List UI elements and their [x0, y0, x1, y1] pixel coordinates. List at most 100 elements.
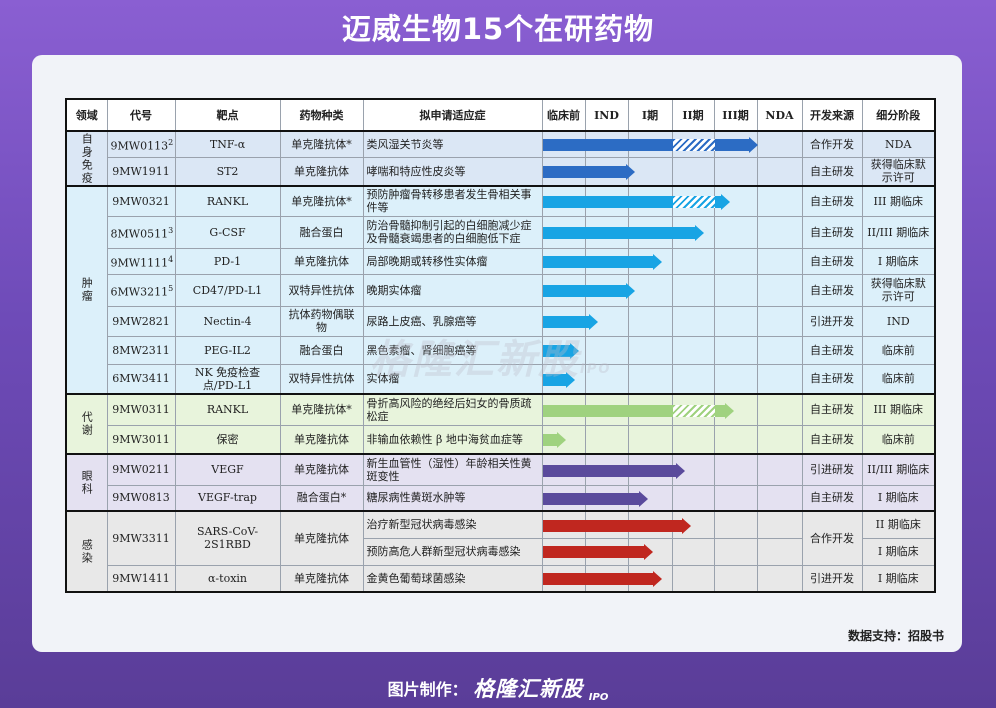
indication-cell: 类风湿关节炎等 [362, 130, 543, 158]
phase-lane [627, 185, 673, 217]
indication-cell: 糖尿病性黄斑水肿等 [362, 484, 543, 512]
phase-lane [541, 424, 586, 455]
header-cell: 靶点 [174, 98, 281, 132]
kind-cell: 单克隆抗体 [279, 247, 364, 275]
phase-lane [756, 185, 803, 217]
target-cell: Nectin-4 [174, 305, 281, 337]
indication-cell: 新生血管性（湿性）年龄相关性黄斑变性 [362, 453, 543, 486]
indication-cell: 骨折高风险的绝经后妇女的骨质疏松症 [362, 393, 543, 426]
phase-lane [671, 335, 715, 365]
footnote-mark: 4 [168, 254, 174, 264]
phase-lane [756, 130, 803, 158]
phase-lane [713, 363, 758, 395]
code-cell: 9MW0211 [106, 453, 176, 486]
drug-code: 8MW2311 [112, 343, 170, 357]
target-cell: RANKL [174, 393, 281, 426]
code-cell: 9MW0321 [106, 185, 176, 217]
phase-lane [584, 215, 629, 249]
data-source-note: 数据支持：招股书 [847, 629, 944, 643]
source-cell: 自主研发 [801, 363, 863, 395]
target-cell: α-toxin [174, 564, 281, 593]
source-cell: 自主研发 [801, 156, 863, 187]
phase-lane [671, 453, 715, 486]
phase-lane [541, 215, 704, 249]
footnote-mark: 2 [168, 137, 174, 147]
stage-cell: IND [861, 305, 936, 337]
kind-cell: 融合蛋白* [279, 484, 364, 512]
drug-code: 9MW1411 [112, 571, 170, 585]
phase-lane [671, 305, 715, 337]
target-cell: 保密 [174, 424, 281, 455]
table-row: 6MW3411 NK 免疫检查点/PD-L1 双特异性抗体 实体瘤 自主研发 临床前 [66, 363, 936, 395]
target-cell: G-CSF [174, 215, 281, 249]
phase-lane [713, 484, 758, 512]
phase-lane [584, 393, 629, 426]
stage-cell: 临床前 [861, 335, 936, 365]
source-cell: 合作开发 [801, 510, 863, 566]
kind-cell: 单克隆抗体* [279, 393, 364, 426]
target-cell: PEG-IL2 [174, 335, 281, 365]
phase-lane [671, 484, 715, 512]
domain-cell: 肿瘤 [65, 185, 108, 395]
code-cell: 9MW0813 [106, 484, 176, 512]
kind-cell: 融合蛋白 [279, 335, 364, 365]
table-row: 代谢 9MW0311 RANKL 单克隆抗体* 骨折高风险的绝经后妇女的骨质疏松症 自主研… [65, 393, 936, 455]
drug-code: 9MW0321 [112, 194, 170, 208]
stage-cell: II/III 期临床 [861, 215, 936, 249]
header-cell: 药物种类 [279, 98, 364, 132]
watermark-logo: 格隆汇新股IPO [370, 337, 612, 383]
phase-lane [584, 564, 629, 593]
phase-lane [713, 510, 758, 539]
phase-lane [756, 453, 803, 486]
table-row: 9MW0813 VEGF-trap 融合蛋白* 糖尿病性黄斑水肿等 自主研发 I 期临床 [66, 484, 936, 512]
kind-cell: 单克隆抗体 [279, 510, 364, 566]
phase-lane [713, 247, 758, 275]
brand-logo: 格隆汇新股 [473, 677, 584, 701]
phase-lane [584, 484, 629, 512]
kind-cell: 单克隆抗体 [279, 564, 364, 593]
phase-lane [713, 185, 758, 217]
phase-lane [541, 453, 686, 486]
table-row: 9MW3011 保密 单克隆抗体 非输血依赖性 β 地中海贫血症等 自主研发 临床前 [66, 424, 936, 455]
phase-lane [671, 424, 715, 455]
phase-lane [671, 185, 715, 217]
phase-lane [584, 510, 629, 539]
phase-lane [627, 424, 673, 455]
table-row: 感染 9MW3311 SARS-CoV-2S1RBD 单克隆抗体 治疗新型冠状病毒感染合… [65, 510, 936, 593]
source-cell: 引进开发 [801, 305, 863, 337]
phase-lane [713, 453, 758, 486]
phase-lane [671, 564, 715, 593]
phase-lane [756, 335, 803, 365]
phase-lane [627, 564, 673, 593]
phase-lane [627, 537, 673, 566]
phase-lane [584, 453, 629, 486]
stage-cell: 临床前 [861, 424, 936, 455]
code-cell: 9MW1911 [106, 156, 176, 187]
phase-lane [671, 537, 715, 566]
drug-code: 9MW0113 [110, 139, 169, 153]
stage-cell: 获得临床默示许可 [861, 273, 936, 307]
drug-code: 9MW1111 [110, 256, 169, 270]
phase-lane [671, 273, 715, 307]
phase-lane [713, 130, 758, 158]
source-cell: 自主研发 [801, 424, 863, 455]
code-cell: 9MW01132 [106, 130, 176, 158]
code-cell: 9MW0311 [106, 393, 176, 426]
source-cell: 自主研发 [801, 393, 863, 426]
phase-lane [713, 215, 758, 249]
header-cell: 开发来源 [801, 98, 863, 132]
domain-cell: 自身免疫 [65, 130, 108, 187]
target-cell: CD47/PD-L1 [174, 273, 281, 307]
target-cell: PD-1 [174, 247, 281, 275]
drug-code: 9MW0211 [112, 463, 170, 477]
domain-cell: 眼科 [65, 453, 108, 512]
kind-cell: 单克隆抗体 [279, 453, 364, 486]
code-cell: 8MW05113 [106, 215, 176, 249]
phase-lane [584, 185, 629, 217]
phase-lane [713, 305, 758, 337]
phase-lane [756, 424, 803, 455]
phase-lane [627, 484, 673, 512]
kind-cell: 单克隆抗体* [279, 130, 364, 158]
stage-cell: NDA [861, 130, 936, 158]
target-cell: TNF-α [174, 130, 281, 158]
